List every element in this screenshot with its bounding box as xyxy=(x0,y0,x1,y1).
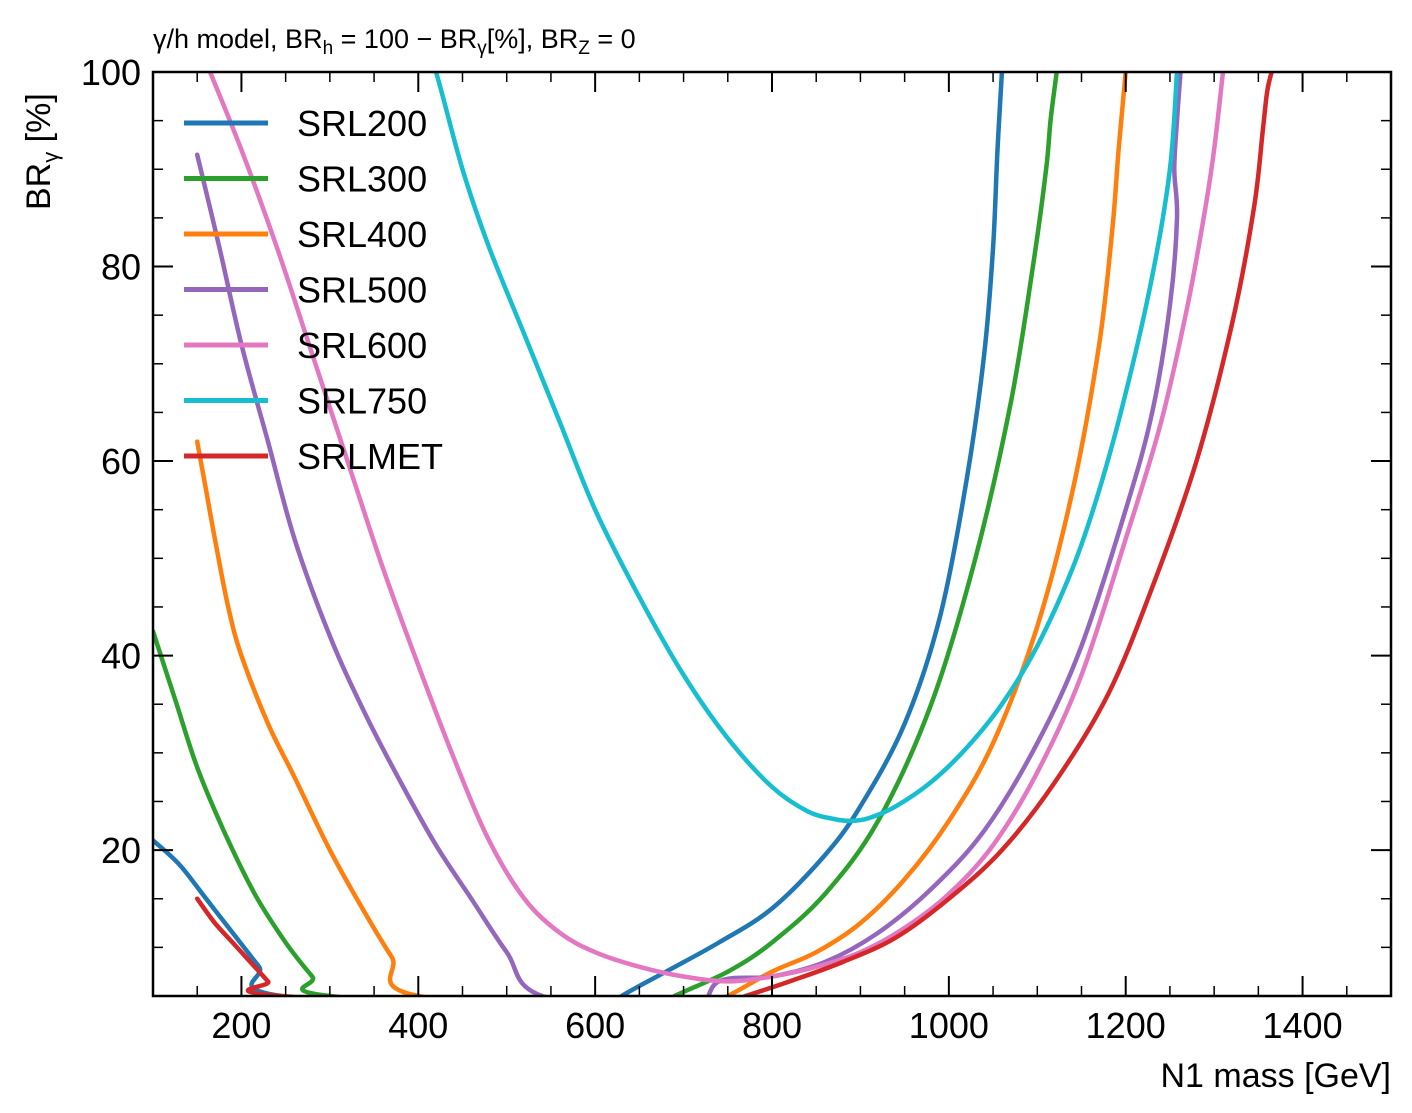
legend-label-srl500: SRL500 xyxy=(297,270,427,311)
legend-entry-srl500: SRL500 xyxy=(184,270,427,311)
legend: SRL200 SRL300 SRL400 SRL500 SRL600 SRL750 SRLM… xyxy=(184,103,443,477)
legend-entry-srlmet: SRLMET xyxy=(184,436,443,477)
legend-label-srl200: SRL200 xyxy=(297,103,427,144)
legend-label-srl600: SRL600 xyxy=(297,325,427,366)
x-tick-label: 1400 xyxy=(1263,1005,1343,1046)
chart-title: γ/h model, BRh = 100 − BRγ[%], BRZ = 0 xyxy=(153,24,636,59)
legend-label-srlmet: SRLMET xyxy=(297,436,443,477)
y-tick-label: 80 xyxy=(101,247,141,288)
legend-label-srl400: SRL400 xyxy=(297,214,427,255)
legend-entry-srl600: SRL600 xyxy=(184,325,427,366)
x-tick-label: 200 xyxy=(211,1005,271,1046)
y-tick-label: 20 xyxy=(101,830,141,871)
legend-label-srl750: SRL750 xyxy=(297,381,427,422)
y-tick-label: 100 xyxy=(81,52,141,93)
y-tick-label: 40 xyxy=(101,636,141,677)
legend-entry-srl750: SRL750 xyxy=(184,381,427,422)
x-tick-label: 1200 xyxy=(1086,1005,1166,1046)
legend-entry-srl400: SRL400 xyxy=(184,214,427,255)
legend-entry-srl200: SRL200 xyxy=(184,103,427,144)
series-layer xyxy=(153,72,1274,996)
y-axis-label: BRγ [%] xyxy=(20,93,63,210)
series-line-srl600 xyxy=(207,72,1226,984)
y-tick-label: 60 xyxy=(101,441,141,482)
plot-frame xyxy=(151,70,1393,998)
legend-label-srl300: SRL300 xyxy=(297,159,427,200)
x-tick-label: 600 xyxy=(565,1005,625,1046)
tick-layer: 200 400 600 800 1000 1200 1400 20 40 60 80 100 xyxy=(81,52,1392,1046)
series-line-srl200 xyxy=(153,72,1005,996)
series-line-srlmet xyxy=(194,72,1274,996)
legend-entry-srl300: SRL300 xyxy=(184,159,427,200)
series-line-srl750 xyxy=(433,72,1180,824)
x-tick-label: 400 xyxy=(388,1005,448,1046)
x-axis-label: N1 mass [GeV] xyxy=(1160,1057,1391,1095)
x-tick-label: 1000 xyxy=(909,1005,989,1046)
series-line-srl300 xyxy=(153,72,1059,996)
x-tick-label: 800 xyxy=(742,1005,802,1046)
